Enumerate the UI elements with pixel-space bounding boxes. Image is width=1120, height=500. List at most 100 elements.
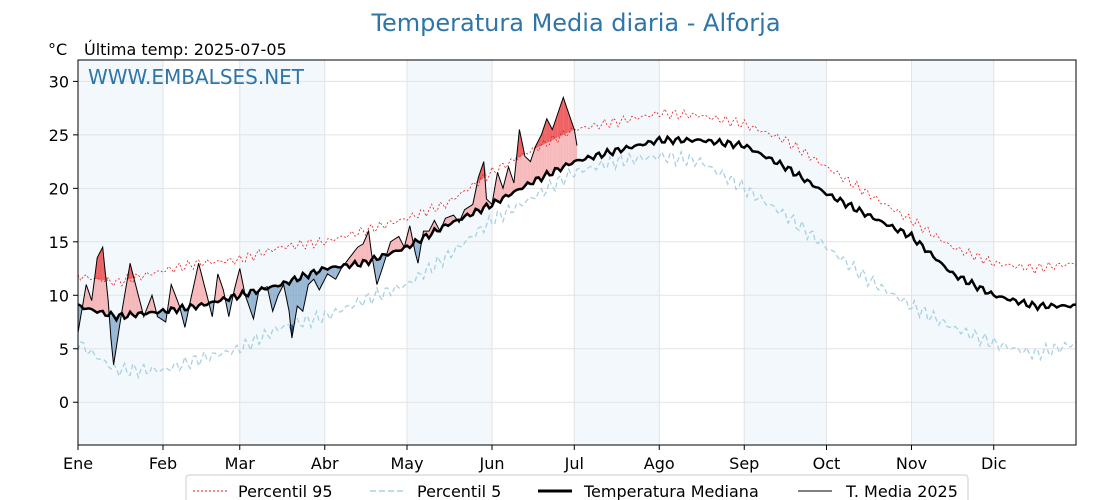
band-above-median: [220, 281, 224, 301]
month-shading: [78, 60, 994, 445]
y-tick-label: 5: [59, 340, 69, 359]
band-above-median: [138, 295, 142, 315]
legend-box: [185, 474, 969, 500]
line-percentil-95: [77, 108, 1077, 287]
band-above-p95: [97, 252, 100, 280]
legend: Percentil 95 Percentil 5 Temperatura Med…: [185, 474, 969, 500]
band-above-median: [173, 291, 177, 310]
y-tick-label: 20: [49, 179, 69, 198]
band-below-median: [305, 274, 309, 298]
x-tick-label: Nov: [896, 454, 927, 473]
month-shade-Ene: [78, 60, 163, 445]
band-above-median: [198, 263, 202, 306]
band-below-median: [415, 241, 418, 264]
band-above-median: [149, 295, 153, 313]
band-above-median: [511, 174, 514, 194]
x-tick-label: Mar: [225, 454, 256, 473]
x-tick-label: Sep: [729, 454, 759, 473]
band-below-median: [289, 280, 292, 339]
band-below-median: [162, 310, 166, 323]
band-above-median: [494, 172, 498, 203]
y-tick-label: 25: [49, 126, 69, 145]
legend-label-median: Temperatura Mediana: [583, 482, 759, 500]
band-above-median: [571, 121, 575, 163]
x-tick-label: Ago: [644, 454, 675, 473]
band-below-median: [324, 268, 328, 280]
line-percentil-5: [77, 149, 1077, 380]
y-tick-label: 0: [59, 393, 69, 412]
y-tick-label: 15: [49, 233, 69, 252]
band-below-median: [275, 285, 279, 304]
band-above-median: [407, 225, 410, 248]
band-above-median: [124, 279, 128, 316]
band-above-median: [527, 158, 531, 185]
y-axis: 0 5 10 15 20 25 30: [49, 72, 78, 412]
series-lines: [77, 95, 1077, 380]
band-above-median: [470, 204, 473, 215]
x-tick-label: Feb: [149, 454, 177, 473]
legend-label-p5: Percentil 5: [417, 482, 501, 500]
band-above-median: [132, 273, 136, 315]
band-below-median: [253, 291, 257, 319]
band-below-median: [330, 267, 333, 278]
band-above-p95: [557, 105, 561, 138]
band-below-median: [379, 256, 383, 277]
band-above-p95: [563, 97, 567, 135]
chart-title: Temperatura Media diaria - Alforja: [370, 9, 780, 37]
band-above-median: [505, 166, 509, 197]
band-above-median: [201, 273, 205, 306]
band-below-median: [113, 315, 117, 365]
band-above-p95: [552, 121, 556, 141]
band-above-median: [396, 236, 399, 252]
band-below-median: [302, 275, 306, 312]
band-above-median: [239, 268, 243, 296]
x-tick-label: Jul: [564, 454, 584, 473]
plot-frame: [77, 59, 1077, 446]
band-below-median: [286, 281, 290, 312]
band-below-median: [300, 276, 303, 312]
band-below-median: [160, 311, 163, 321]
band-above-p95: [546, 118, 550, 143]
y-tick-label: 30: [49, 72, 69, 91]
unit-label: °C: [48, 40, 67, 59]
band-above-median: [475, 177, 479, 212]
band-below-median: [335, 266, 339, 280]
month-shade-Jul: [574, 60, 660, 445]
band-above-median: [365, 231, 369, 263]
band-above-median: [193, 275, 196, 307]
band-above-median: [502, 177, 506, 199]
band-above-p95: [519, 129, 523, 158]
band-above-median: [237, 268, 240, 296]
band-above-median: [390, 240, 394, 254]
band-above-p95: [560, 97, 564, 137]
band-above-median: [533, 145, 536, 182]
month-shade-Nov: [911, 60, 994, 445]
watermark: WWW.EMBALSES.NET: [88, 65, 305, 89]
line-t-media-2025: [77, 95, 578, 365]
month-shade-Mar: [239, 60, 325, 445]
band-below-median: [80, 300, 84, 317]
band-above-p95: [124, 279, 128, 281]
band-above-median: [448, 216, 451, 225]
band-above-p95: [513, 156, 517, 161]
legend-label-2025: T. Media 2025: [845, 482, 958, 500]
band-above-median: [357, 245, 361, 264]
band-above-median: [398, 236, 402, 251]
x-tick-label: Abr: [311, 454, 339, 473]
band-above-median: [204, 284, 207, 305]
band-above-median: [500, 180, 503, 200]
x-tick-label: Oct: [813, 454, 841, 473]
band-below-median: [110, 315, 114, 365]
legend-label-p95: Percentil 95: [238, 482, 333, 500]
band-above-p95: [538, 134, 542, 147]
x-tick-label: Jun: [479, 454, 505, 473]
band-above-median: [574, 129, 577, 162]
band-below-median: [322, 268, 325, 285]
x-tick-label: Ene: [63, 454, 93, 473]
band-below-median: [269, 286, 273, 312]
band-above-median: [393, 238, 397, 253]
band-below-median: [332, 267, 336, 280]
line-temperatura-mediana: [77, 134, 1077, 323]
band-below-median: [294, 278, 298, 323]
